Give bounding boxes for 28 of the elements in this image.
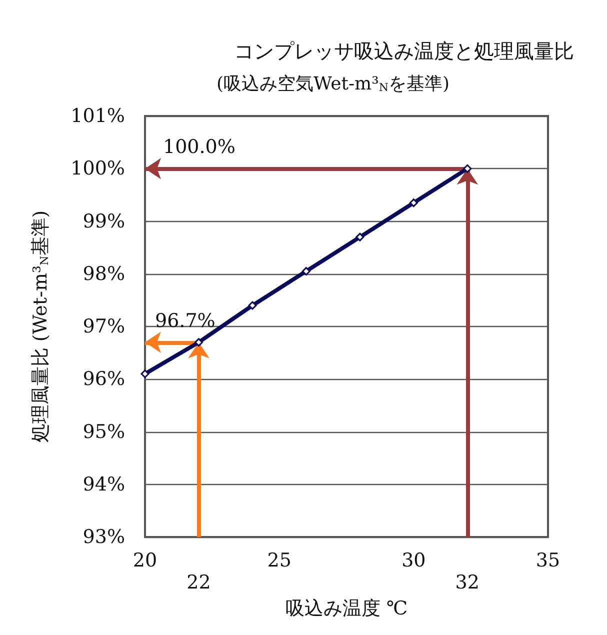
chart-title: コンプレッサ吸込み温度と処理風量比 [234,39,574,63]
chart-subtitle: (吸込み空気Wet-m³Nを基準) [216,74,450,94]
ref-line-label: 96.7% [155,310,216,332]
y-tick-label: 98% [82,262,125,285]
x-tick-label: 20 [132,550,158,572]
point [463,164,472,173]
x-tick-label: 35 [536,550,560,572]
point [140,370,150,378]
y-tick-label: 99% [82,210,125,232]
y-tick-label: 101% [70,105,125,127]
y-axis-title: 処理風量比 (Wet-m³N基準) [30,210,52,443]
x-tick-label: 25 [267,550,292,572]
y-tick-label: 96% [82,368,125,390]
ref-line-label: 32 [455,572,480,594]
point [248,301,257,310]
x-tick-label: 30 [402,550,426,572]
x-axis-title: 吸込み温度 ℃ [285,598,408,620]
y-tick-label: 95% [82,420,125,443]
y-tick-label: 93% [82,526,125,548]
y-tick-label: 94% [82,473,125,496]
y-tick-label: 100% [70,158,125,180]
ref-line-label: 22 [186,572,211,594]
point [356,232,364,242]
point [302,266,310,276]
y-tick-label: 97% [82,316,125,338]
point [194,338,203,347]
ref-line-label: 100.0% [163,136,236,158]
point [409,198,418,208]
